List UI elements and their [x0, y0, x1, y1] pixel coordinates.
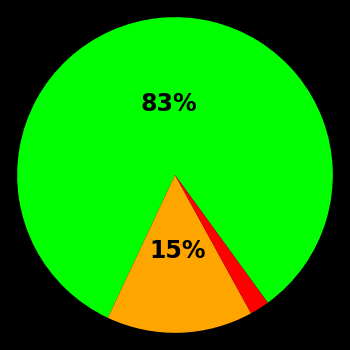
Text: 15%: 15%: [149, 239, 206, 263]
Wedge shape: [17, 17, 333, 318]
Wedge shape: [175, 175, 268, 313]
Wedge shape: [108, 175, 251, 333]
Text: 83%: 83%: [140, 92, 197, 116]
